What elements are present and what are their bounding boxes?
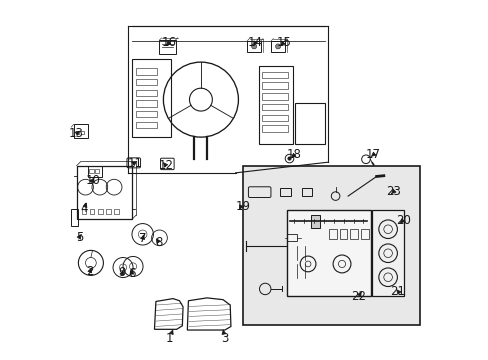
Text: 11: 11 [128,157,143,170]
Text: 6: 6 [128,267,136,280]
Bar [294,103,324,144]
Bar [132,59,171,137]
Text: 10: 10 [85,174,100,186]
Bar [286,210,370,296]
Bar [339,229,346,239]
Bar [135,79,157,85]
Bar [81,209,86,214]
Bar [89,169,94,173]
Text: 14: 14 [247,36,262,49]
Text: 15: 15 [276,36,291,49]
Text: 4: 4 [81,202,88,215]
Bar [71,208,78,226]
Text: 12: 12 [158,159,173,172]
Bar [77,166,132,219]
Text: 8: 8 [155,236,162,249]
Text: 19: 19 [235,200,250,213]
Bar [90,209,94,214]
Bar [262,125,287,132]
Bar [301,188,312,196]
Text: 7: 7 [139,233,146,246]
Bar [135,68,157,75]
Bar [106,209,111,214]
Circle shape [287,157,291,160]
Bar [74,124,88,138]
Bar [76,131,80,134]
Text: 5: 5 [76,231,83,244]
Bar [271,41,285,52]
Text: 21: 21 [390,285,405,298]
Bar [262,82,287,89]
Bar [262,93,287,100]
Text: 18: 18 [286,148,301,162]
Text: 2: 2 [86,265,94,278]
Text: 20: 20 [395,213,410,226]
Bar [88,166,102,177]
Text: 1: 1 [165,330,173,346]
Bar [262,104,287,111]
Bar [135,90,157,96]
Circle shape [275,44,280,49]
Text: 22: 22 [350,289,366,303]
Bar [135,100,157,107]
Bar [114,209,119,214]
Bar [159,40,175,54]
Bar [349,229,357,239]
Bar [287,234,297,241]
Bar [310,215,319,228]
Bar [247,41,261,52]
Bar [135,111,157,117]
Circle shape [251,44,256,49]
Text: 16: 16 [162,36,177,49]
Bar [135,122,157,128]
Bar [258,66,292,144]
Text: 3: 3 [221,330,228,346]
Text: 17: 17 [365,148,380,162]
Text: 13: 13 [69,127,84,140]
Bar [242,166,419,325]
Bar [262,72,287,78]
Bar [81,131,84,134]
Bar [328,229,336,239]
Bar [360,229,368,239]
Text: 9: 9 [118,266,126,279]
Text: 23: 23 [386,185,401,198]
Bar [262,114,287,121]
Bar [372,210,403,296]
Bar [95,169,99,173]
Bar [98,209,102,214]
Bar [280,188,290,196]
